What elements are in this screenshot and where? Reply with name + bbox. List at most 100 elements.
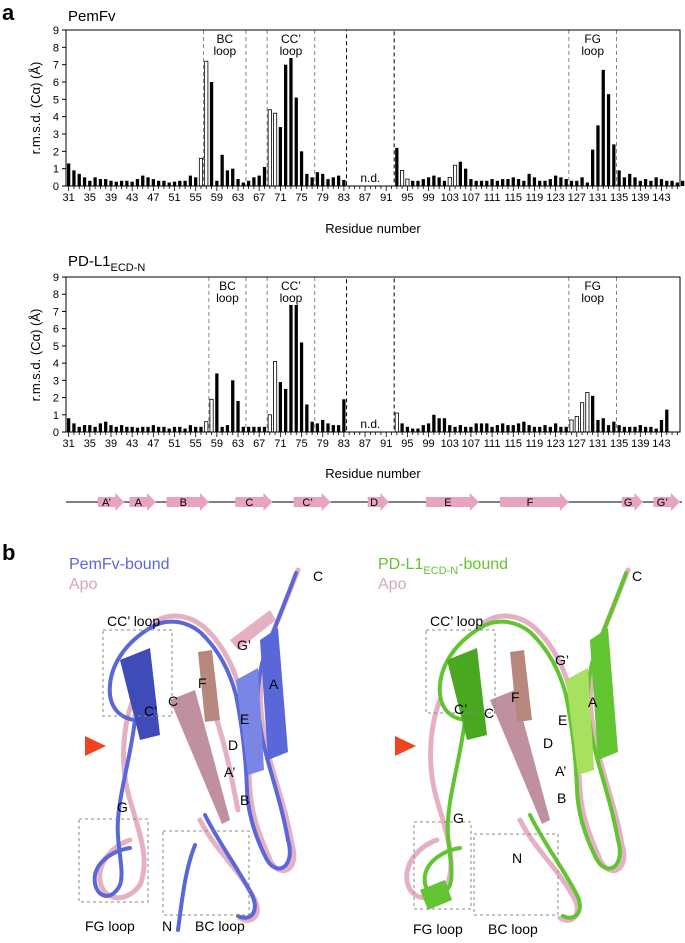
bar-residue-36 — [93, 426, 97, 432]
bar-residue-61 — [225, 425, 230, 432]
x-tick-label: 59 — [211, 438, 223, 450]
x-tick-label: 83 — [338, 192, 350, 204]
bar-residue-71 — [278, 382, 283, 432]
x-tick-label: 87 — [359, 438, 371, 450]
bar-residue-75 — [299, 151, 304, 186]
x-tick-label: 103 — [441, 192, 459, 204]
bar-residue-52 — [178, 426, 182, 432]
bar-residue-101 — [437, 177, 441, 186]
bar-residue-103 — [448, 425, 452, 432]
y-axis: 0 1 2 3 4 5 6 7 8 9 — [53, 272, 66, 439]
x-tick-label: 55 — [190, 438, 202, 450]
x-tick-label: 51 — [168, 192, 180, 204]
bar-residue-69 — [267, 414, 272, 433]
bar-residue-77 — [310, 177, 314, 186]
bar-residue-139 — [638, 180, 642, 186]
x-tick-label: 119 — [526, 438, 544, 450]
bar-residue-32 — [72, 423, 76, 432]
bar-residue-96 — [411, 180, 415, 186]
loop-annotation: BC loop — [216, 279, 239, 305]
bar-residue-43 — [130, 181, 134, 186]
strand-g-prime-shape — [236, 668, 264, 775]
bar-residue-112 — [495, 425, 500, 432]
bar-residue-34 — [82, 177, 87, 186]
strand-arrow — [653, 493, 680, 511]
bar-residue-64 — [241, 426, 245, 432]
bar-residue-54 — [188, 425, 193, 432]
label-strand-c-prime: C’ — [144, 703, 157, 719]
plot-frame — [65, 276, 681, 433]
y-tick-label: 4 — [53, 112, 59, 124]
loop-annotation-line: CC’ — [281, 279, 301, 293]
legend-pemfv-bound: PemFv-bound — [69, 556, 170, 573]
x-tick-label: 139 — [631, 192, 649, 204]
x-tick-label: 123 — [546, 192, 564, 204]
x-tick-label: 67 — [253, 438, 265, 450]
bar-residue-45 — [141, 175, 145, 186]
bar-residue-37 — [98, 423, 103, 432]
bar-residue-121 — [543, 180, 547, 186]
loop-annotation-line: loop — [213, 44, 236, 58]
bar-residue-79 — [321, 173, 325, 186]
bar-residue-46 — [146, 177, 150, 186]
bar-residue-129 — [585, 391, 590, 433]
bar-residue-132 — [601, 69, 605, 186]
y-tick-label: 3 — [53, 129, 59, 141]
x-axis: 31 35 39 43 47 51 55 59 63 67 71 75 79 83 87 91 95 99 103 1… — [63, 432, 678, 450]
x-tick-label: 43 — [126, 438, 138, 450]
strand-arrow — [129, 493, 156, 511]
bar-residue-80 — [326, 423, 330, 432]
bar-residue-93 — [394, 412, 399, 433]
bar-residue-44 — [135, 179, 140, 186]
label-strand-g: G — [117, 799, 128, 815]
bar-residue-136 — [622, 426, 627, 432]
bar-residue-43 — [130, 426, 134, 432]
x-tick-label: 123 — [546, 438, 564, 450]
bar-residue-127 — [575, 180, 579, 186]
bar-residue-104 — [452, 164, 458, 187]
bar-residue-119 — [532, 177, 537, 186]
bar-residue-73 — [289, 38, 293, 186]
bar-residue-100 — [432, 175, 436, 186]
x-tick-label: 39 — [105, 438, 117, 450]
bar-residue-51 — [172, 426, 177, 432]
loop-annotation-line: loop — [581, 44, 604, 58]
x-tick-label: 111 — [484, 192, 501, 204]
bar-residue-146 — [675, 182, 679, 186]
y-tick-label: 4 — [53, 358, 59, 370]
bar-residue-107 — [469, 426, 473, 432]
label-n-terminus: N — [512, 850, 522, 866]
loop-annotation-bg — [574, 278, 611, 305]
fg-loop-box — [78, 818, 149, 903]
label-cc-loop: CC’ loop — [107, 613, 160, 629]
bar-residue-53 — [183, 428, 187, 432]
bar-residue-62 — [231, 168, 235, 186]
bar-residue-116 — [516, 179, 521, 186]
bar-residue-38 — [104, 421, 108, 432]
bar-residue-108 — [474, 423, 478, 432]
strand-c-shape — [490, 690, 550, 824]
bar-residue-51 — [172, 181, 177, 186]
bar-residue-59 — [215, 180, 219, 186]
bar-residue-94 — [400, 423, 404, 432]
bar-residue-73 — [289, 292, 293, 432]
strand-arrow — [166, 493, 209, 511]
bar-residue-110 — [485, 423, 489, 432]
bar-residue-31 — [67, 163, 71, 186]
chart-title-main: PD-L1 — [68, 253, 111, 270]
bar-residue-60 — [220, 154, 224, 186]
label-strand-g-prime: G’ — [237, 637, 251, 653]
x-tick-label: 135 — [610, 438, 628, 450]
x-tick-label: 91 — [380, 438, 392, 450]
bar-residue-143 — [659, 419, 664, 432]
x-tick-label: 83 — [338, 438, 350, 450]
bar-residue-55 — [194, 426, 198, 432]
bar-residue-97 — [416, 428, 420, 432]
label-strand-d: D — [543, 735, 553, 751]
bar-residue-99 — [426, 177, 431, 186]
x-tick-label: 111 — [484, 438, 501, 450]
bar-residue-64 — [241, 182, 245, 186]
bar-residue-76 — [305, 404, 309, 432]
x-tick-label: 139 — [631, 438, 649, 450]
